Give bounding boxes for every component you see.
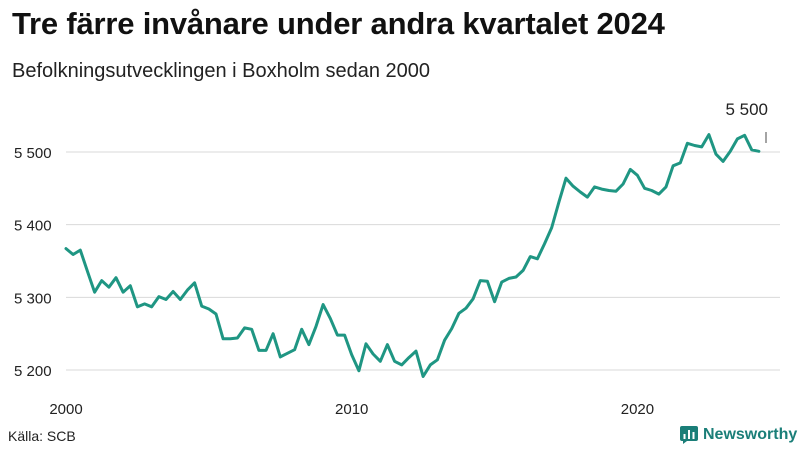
- y-tick-label: 5 500: [14, 145, 52, 162]
- chart-title: Tre färre invånare under andra kvartalet…: [12, 6, 665, 41]
- brand-name: Newsworthy: [703, 426, 798, 443]
- y-tick-label: 5 200: [14, 363, 52, 380]
- brand-logo: Newsworthy: [680, 426, 797, 444]
- annotation-label: 5 500: [725, 100, 768, 119]
- source-label: Källa: SCB: [8, 428, 76, 444]
- y-tick-label: 5 300: [14, 290, 52, 307]
- x-tick-label: 2000: [49, 401, 82, 418]
- series-line: [64, 133, 761, 378]
- y-tick-label: 5 400: [14, 218, 52, 235]
- x-tick-label: 2010: [335, 401, 368, 418]
- newsworthy-logo-icon: [680, 426, 698, 444]
- x-tick-label: 2020: [621, 401, 654, 418]
- chart-subtitle: Befolkningsutvecklingen i Boxholm sedan …: [12, 60, 431, 82]
